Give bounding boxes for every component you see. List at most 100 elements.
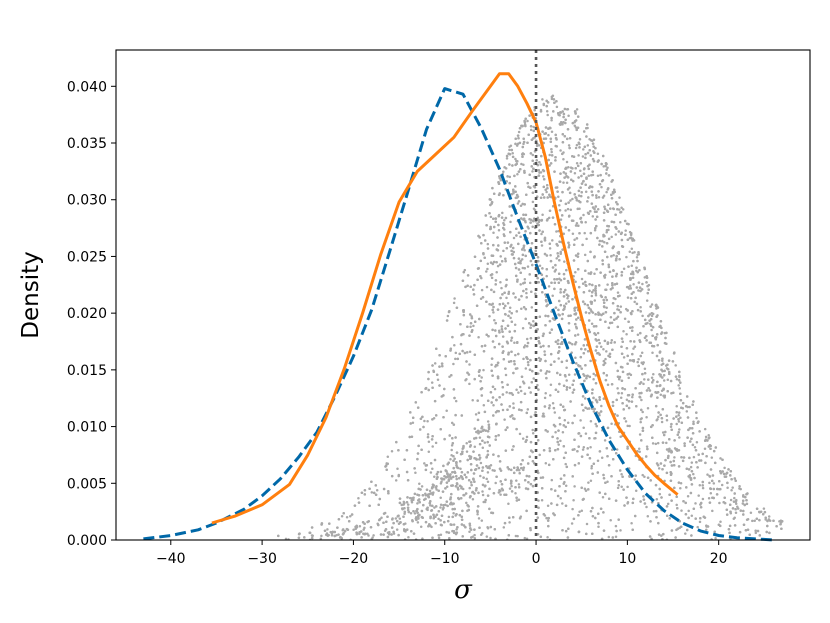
scatter-point	[688, 405, 691, 409]
scatter-point	[530, 242, 534, 245]
scatter-point	[520, 217, 523, 220]
scatter-point	[619, 529, 622, 532]
scatter-point	[526, 360, 530, 364]
scatter-point	[503, 218, 506, 222]
scatter-point	[441, 364, 444, 368]
scatter-point	[589, 419, 593, 423]
scatter-point	[651, 351, 654, 355]
scatter-point	[557, 429, 560, 432]
scatter-point	[680, 406, 683, 410]
scatter-point	[492, 403, 495, 407]
scatter-point	[510, 336, 514, 340]
scatter-point	[514, 137, 517, 140]
scatter-point	[553, 270, 557, 273]
scatter-point	[565, 268, 568, 272]
scatter-point	[675, 378, 679, 381]
scatter-point	[726, 481, 729, 485]
scatter-point	[620, 274, 623, 277]
scatter-point	[603, 207, 607, 211]
scatter-point	[692, 507, 696, 510]
scatter-point	[684, 532, 687, 535]
scatter-point	[423, 419, 426, 423]
scatter-point	[654, 404, 658, 408]
scatter-point	[502, 193, 505, 197]
scatter-point	[523, 203, 526, 206]
scatter-point	[571, 383, 574, 387]
scatter-point	[477, 336, 480, 339]
scatter-point	[626, 445, 629, 448]
scatter-point	[372, 534, 375, 537]
scatter-point	[384, 528, 388, 531]
scatter-point	[540, 244, 544, 247]
scatter-point	[602, 473, 605, 477]
scatter-point	[450, 492, 453, 496]
scatter-point	[598, 491, 601, 494]
scatter-point	[662, 373, 666, 377]
scatter-point	[577, 432, 581, 435]
scatter-point	[584, 183, 587, 186]
scatter-point	[562, 295, 566, 298]
scatter-point	[626, 373, 629, 376]
scatter-point	[639, 289, 642, 293]
scatter-point	[608, 321, 612, 325]
scatter-point	[479, 533, 483, 536]
scatter-point	[559, 288, 562, 291]
scatter-point	[521, 459, 524, 462]
scatter-point	[719, 520, 722, 524]
scatter-point	[668, 372, 671, 376]
scatter-point	[527, 133, 530, 137]
scatter-point	[583, 487, 587, 491]
scatter-point	[655, 354, 659, 358]
scatter-point	[677, 384, 680, 387]
scatter-point	[468, 530, 471, 534]
scatter-point	[683, 444, 686, 448]
scatter-point	[426, 419, 429, 423]
scatter-point	[496, 236, 499, 239]
scatter-point	[555, 145, 558, 148]
scatter-point	[501, 385, 505, 389]
scatter-point	[529, 527, 532, 530]
scatter-point	[563, 107, 567, 111]
scatter-point	[638, 450, 641, 454]
scatter-point	[513, 362, 516, 366]
scatter-point	[554, 448, 557, 452]
scatter-point	[707, 433, 710, 437]
scatter-point	[661, 467, 664, 471]
scatter-point	[333, 530, 337, 534]
scatter-point	[542, 175, 545, 178]
scatter-point	[515, 496, 518, 500]
scatter-point	[594, 284, 597, 288]
scatter-point	[660, 331, 664, 334]
scatter-point	[564, 504, 568, 507]
scatter-point	[592, 325, 596, 328]
scatter-point	[548, 153, 551, 157]
scatter-point	[474, 467, 478, 471]
scatter-point	[587, 167, 591, 171]
scatter-point	[594, 287, 597, 290]
scatter-point	[633, 478, 637, 481]
scatter-point	[445, 530, 448, 534]
scatter-point	[625, 398, 629, 401]
scatter-point	[547, 463, 551, 467]
scatter-point	[501, 488, 505, 492]
scatter-point	[460, 414, 464, 417]
scatter-point	[565, 160, 569, 164]
scatter-point	[390, 533, 393, 536]
scatter-point	[499, 296, 502, 300]
scatter-point	[621, 475, 624, 478]
scatter-point	[414, 471, 417, 474]
scatter-point	[525, 337, 529, 341]
scatter-point	[662, 433, 666, 437]
scatter-point	[404, 530, 407, 533]
scatter-point	[439, 503, 443, 506]
scatter-point	[588, 149, 591, 152]
scatter-point	[607, 265, 611, 269]
scatter-point	[482, 500, 485, 504]
scatter-point	[489, 536, 492, 540]
scatter-point	[510, 350, 513, 354]
scatter-point	[472, 288, 475, 291]
scatter-point	[632, 347, 635, 350]
scatter-point	[569, 208, 573, 212]
scatter-point	[509, 482, 513, 485]
scatter-point	[567, 228, 571, 232]
